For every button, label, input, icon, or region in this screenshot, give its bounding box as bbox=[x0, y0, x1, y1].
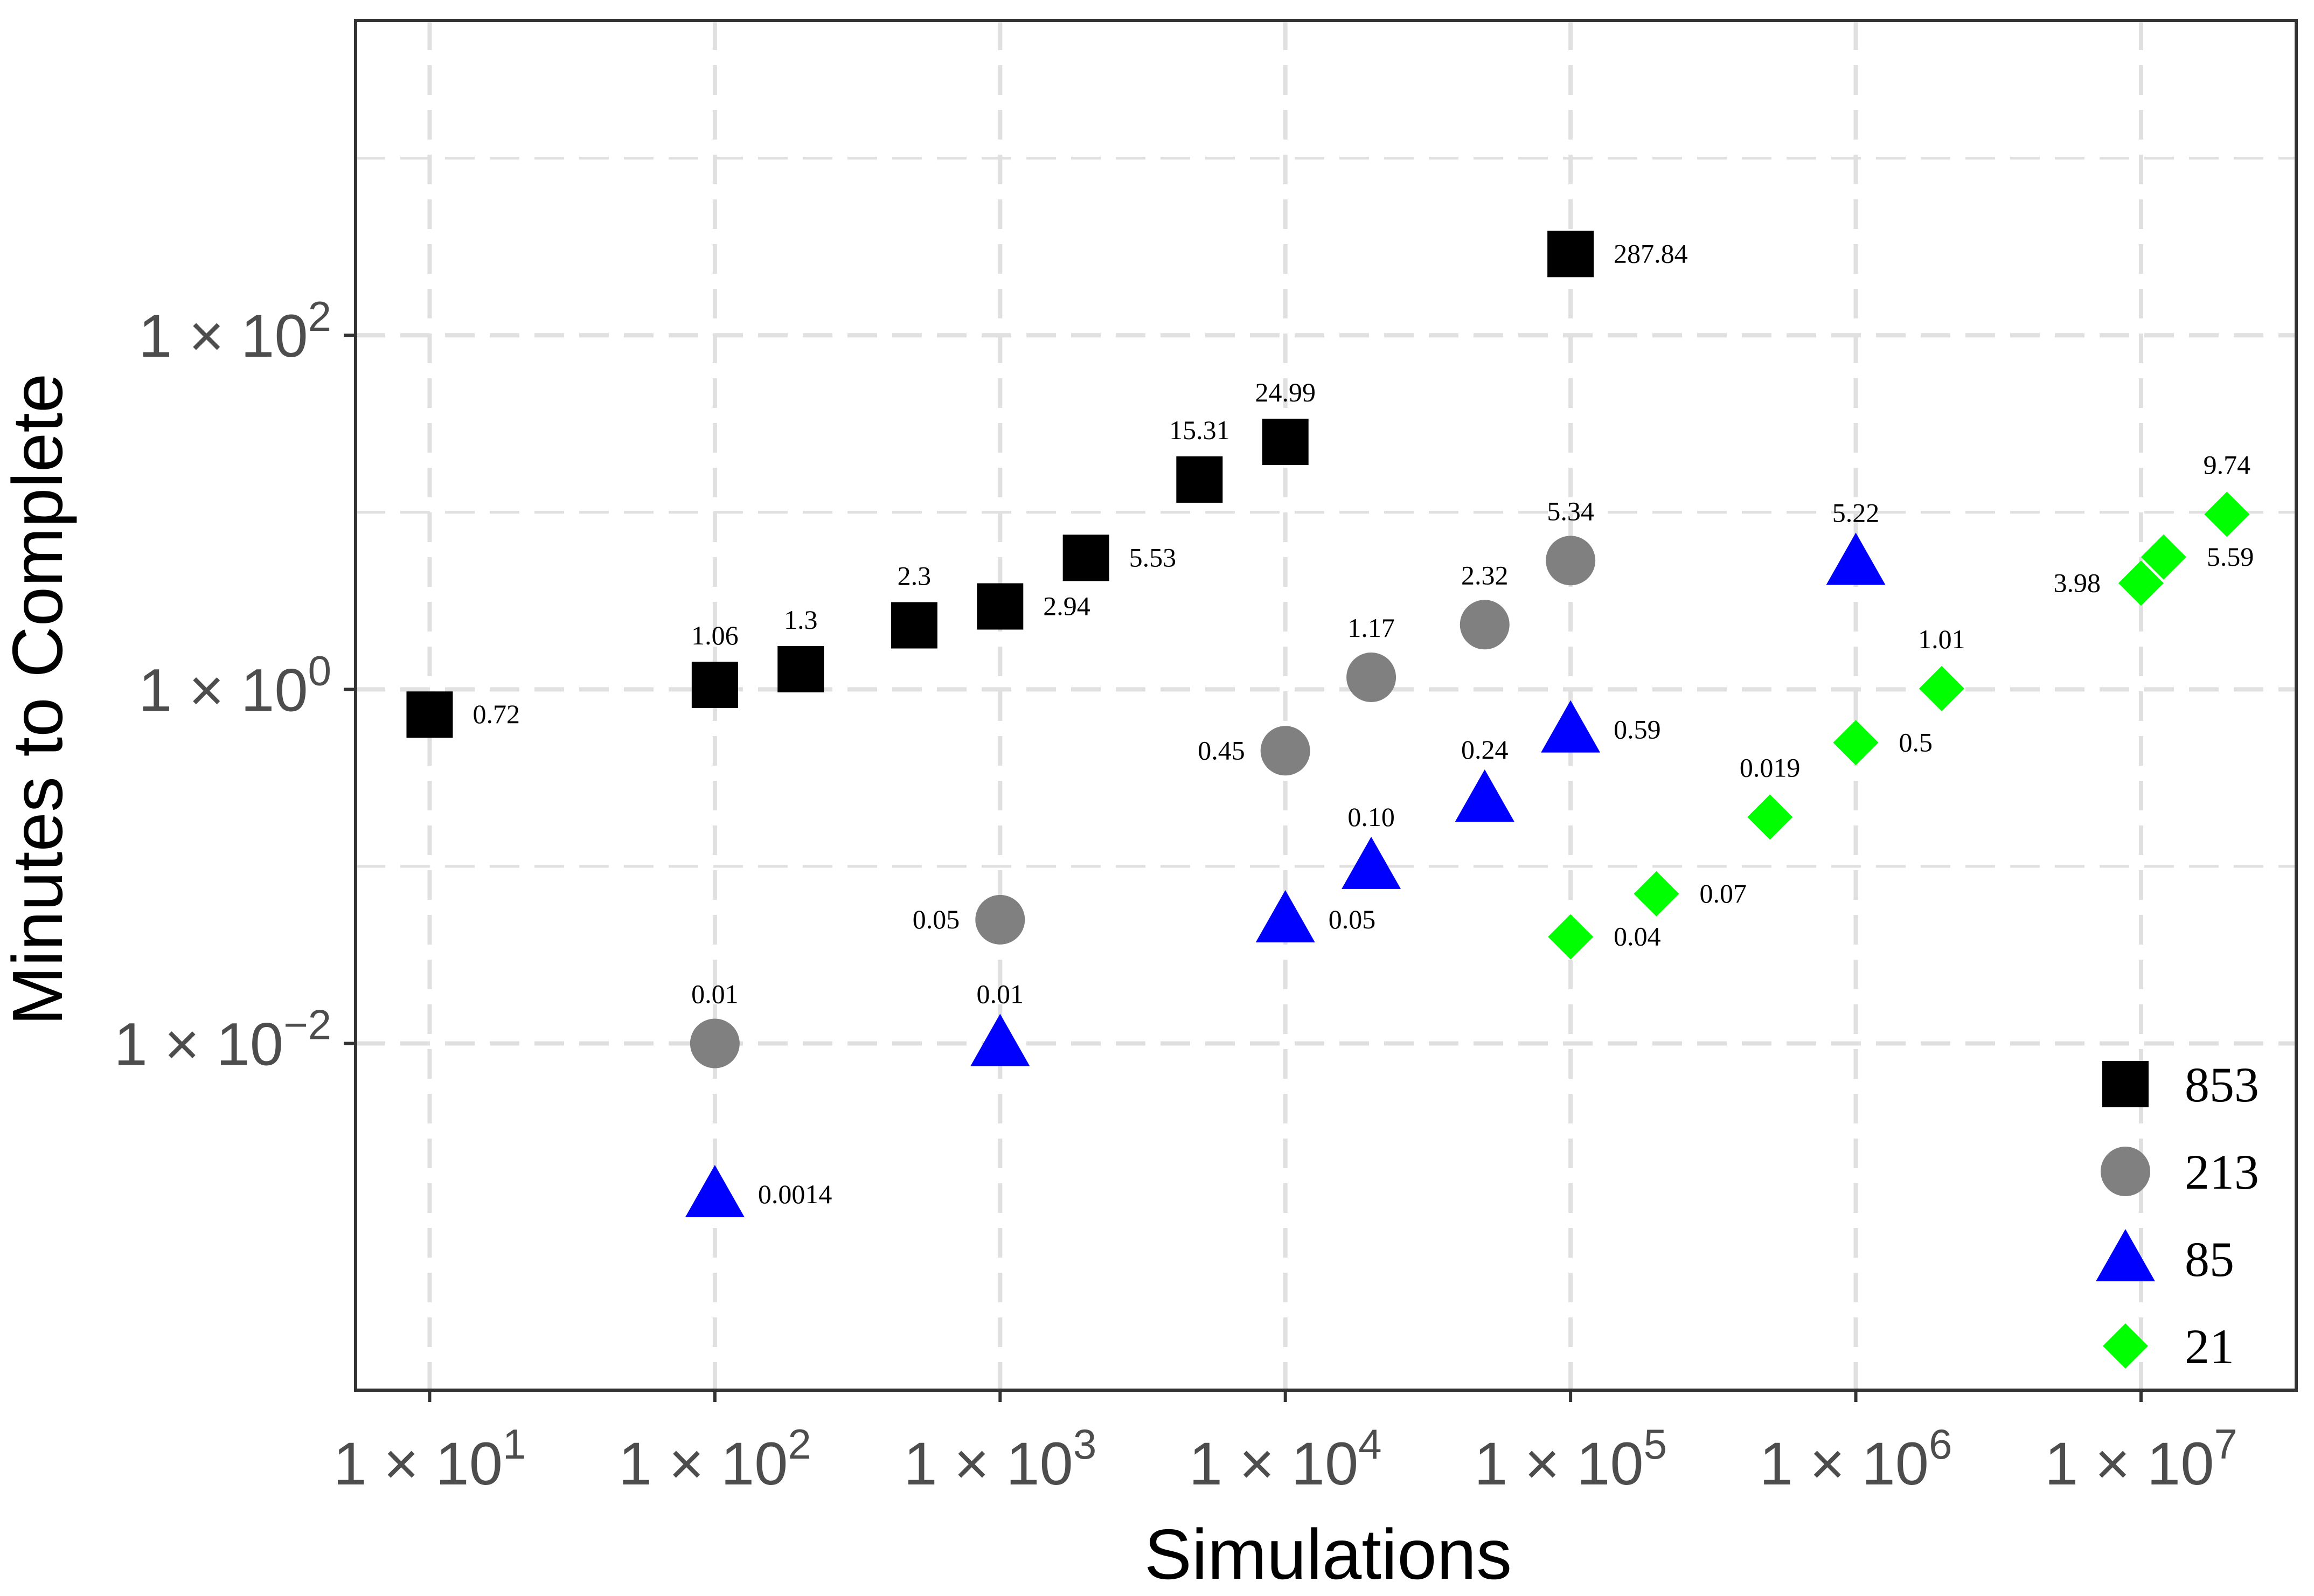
data-point-triangle-85 bbox=[1255, 890, 1315, 942]
data-label: 5.59 bbox=[2207, 542, 2254, 572]
data-point-circle-213 bbox=[1260, 726, 1310, 776]
data-label: 0.24 bbox=[1461, 734, 1509, 765]
data-point-triangle-85 bbox=[1826, 532, 1886, 585]
legend-marker-diamond bbox=[2103, 1323, 2148, 1369]
data-label: 1.17 bbox=[1347, 613, 1395, 643]
data-label: 1.01 bbox=[1918, 624, 1965, 654]
data-point-square-853 bbox=[691, 662, 738, 709]
data-point-triangle-85 bbox=[1455, 769, 1514, 822]
data-label: 0.01 bbox=[977, 979, 1024, 1009]
data-label: 0.05 bbox=[913, 904, 960, 934]
data-label: 15.31 bbox=[1169, 415, 1230, 445]
data-point-triangle-85 bbox=[1541, 700, 1601, 753]
data-labels: 0.72 1.06 1.3 2.3 2.94 5.53 15.31 24.99 287.84 0.… bbox=[472, 238, 2254, 1209]
legend-label-21: 21 bbox=[2185, 1319, 2234, 1374]
data-point-triangle-85 bbox=[685, 1165, 745, 1218]
data-point-circle-213 bbox=[1546, 536, 1596, 586]
data-point-diamond-21 bbox=[1548, 914, 1594, 960]
data-point-square-853 bbox=[1176, 456, 1223, 503]
data-point-diamond-21 bbox=[1634, 871, 1679, 917]
data-point-diamond-21 bbox=[2204, 491, 2250, 537]
data-point-circle-213 bbox=[1460, 600, 1510, 650]
data-label: 1.06 bbox=[691, 620, 739, 650]
data-label: 2.94 bbox=[1043, 591, 1090, 621]
data-label: 0.07 bbox=[1699, 878, 1747, 908]
data-points bbox=[406, 231, 2250, 1218]
data-label: 2.3 bbox=[898, 561, 932, 591]
data-point-diamond-21 bbox=[1747, 794, 1793, 840]
data-label: 5.22 bbox=[1832, 498, 1880, 528]
data-point-circle-213 bbox=[690, 1018, 740, 1068]
axis-ticks: 1 × 101 1 × 102 1 × 103 1 × 104 1 × 105 1 × 1… bbox=[114, 293, 2237, 1497]
x-tick-label-7: 1 × 107 bbox=[2045, 1420, 2237, 1497]
data-point-diamond-21 bbox=[2141, 534, 2186, 580]
data-label: 1.3 bbox=[784, 605, 818, 635]
data-point-triangle-85 bbox=[970, 1014, 1030, 1066]
x-tick-label-1: 1 × 101 bbox=[333, 1420, 526, 1497]
x-tick-label-5: 1 × 105 bbox=[1474, 1420, 1667, 1497]
plot-border bbox=[354, 19, 2298, 1392]
legend-label-85: 85 bbox=[2185, 1232, 2234, 1287]
data-label: 5.53 bbox=[1129, 542, 1177, 572]
legend-marker-circle bbox=[2101, 1147, 2150, 1196]
x-tick-label-2: 1 × 102 bbox=[619, 1420, 811, 1497]
data-label: 0.45 bbox=[1198, 735, 1245, 765]
y-tick-label-1: 1 × 102 bbox=[138, 293, 331, 370]
data-label: 2.32 bbox=[1461, 560, 1509, 590]
x-tick-label-3: 1 × 103 bbox=[904, 1420, 1096, 1497]
y-tick-label-2: 1 × 100 bbox=[138, 647, 331, 724]
data-point-square-853 bbox=[1547, 231, 1594, 277]
data-label: 0.019 bbox=[1740, 752, 1801, 782]
x-tick-label-4: 1 × 104 bbox=[1189, 1420, 1382, 1497]
legend-label-853: 853 bbox=[2185, 1057, 2259, 1112]
data-point-square-853 bbox=[977, 583, 1024, 630]
data-point-diamond-21 bbox=[1833, 720, 1879, 766]
data-label: 0.72 bbox=[472, 699, 520, 729]
data-label: 24.99 bbox=[1255, 377, 1316, 407]
data-label: 3.98 bbox=[2053, 567, 2101, 598]
data-label: 0.5 bbox=[1899, 727, 1933, 757]
legend-marker-triangle bbox=[2096, 1229, 2155, 1281]
y-tick-label-3: 1 × 10−2 bbox=[114, 1001, 331, 1078]
data-label: 5.34 bbox=[1547, 496, 1594, 526]
legend-label-213: 213 bbox=[2185, 1144, 2259, 1199]
data-point-square-853 bbox=[406, 691, 453, 738]
data-label: 0.01 bbox=[691, 979, 739, 1009]
legend-marker-square bbox=[2102, 1061, 2149, 1107]
legend: 853 213 85 21 bbox=[2096, 1057, 2259, 1374]
data-label: 9.74 bbox=[2204, 450, 2251, 480]
data-point-diamond-21 bbox=[1919, 665, 1964, 711]
data-point-square-853 bbox=[1062, 535, 1109, 581]
data-label: 0.0014 bbox=[758, 1179, 832, 1209]
data-point-diamond-21 bbox=[2118, 560, 2164, 606]
plot-area bbox=[356, 20, 2296, 1390]
data-label: 287.84 bbox=[1614, 238, 1688, 268]
data-point-square-853 bbox=[891, 602, 937, 649]
data-label: 0.10 bbox=[1347, 802, 1395, 832]
data-point-circle-213 bbox=[975, 894, 1025, 945]
data-label: 0.05 bbox=[1329, 904, 1376, 934]
data-point-square-853 bbox=[777, 646, 824, 692]
data-label: 0.04 bbox=[1614, 921, 1661, 952]
grid-lines bbox=[356, 20, 2296, 1390]
data-point-square-853 bbox=[1262, 419, 1309, 466]
data-point-circle-213 bbox=[1346, 652, 1396, 702]
y-axis-title: Minutes to Complete bbox=[0, 373, 77, 1026]
x-tick-label-6: 1 × 106 bbox=[1760, 1420, 1952, 1497]
x-axis-title: Simulations bbox=[1144, 1515, 1512, 1594]
data-point-triangle-85 bbox=[1342, 836, 1401, 889]
data-label: 0.59 bbox=[1614, 714, 1661, 745]
